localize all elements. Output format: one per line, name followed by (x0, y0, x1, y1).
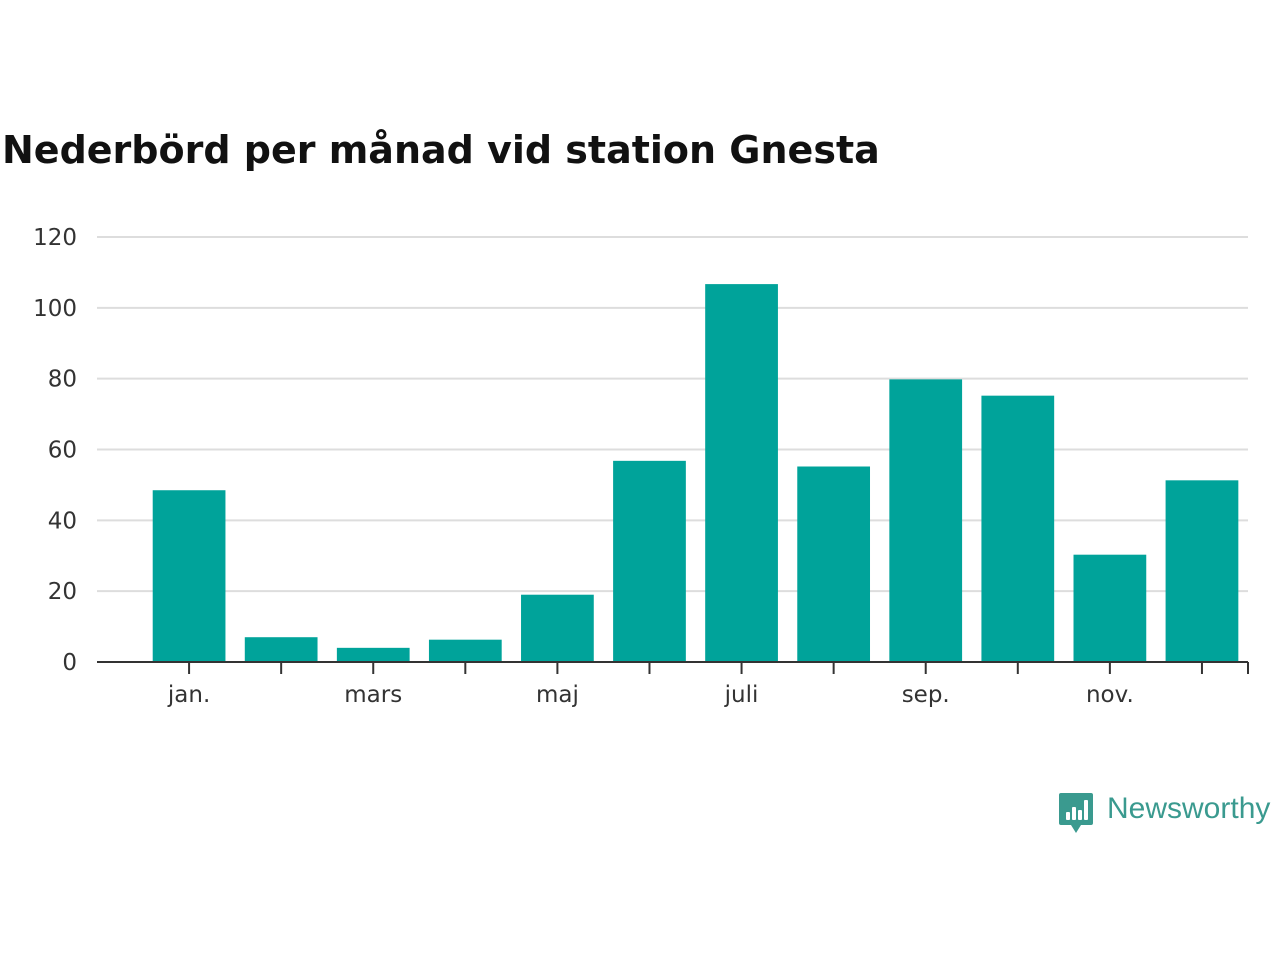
bar-okt (981, 395, 1055, 662)
bar-juli (705, 284, 778, 662)
y-tick-label: 40 (48, 508, 77, 534)
x-tick-label: sep. (902, 682, 950, 708)
bar-nov (1073, 554, 1147, 662)
x-tick-label: nov. (1086, 682, 1134, 708)
bars (152, 284, 1239, 662)
x-tick-label: juli (724, 682, 759, 708)
bar-jan (152, 490, 226, 662)
y-tick-label: 20 (48, 579, 77, 605)
bar-apr (428, 639, 502, 662)
newsworthy-logo: Newsworthy (1058, 791, 1270, 835)
x-axis-ticks: jan. mars maj juli sep. nov. (167, 662, 1249, 708)
bar-sep (889, 379, 963, 662)
y-axis-ticks: 0 20 40 60 80 100 120 (33, 225, 77, 676)
bar-mars (336, 647, 410, 662)
newsworthy-logo-text: Newsworthy (1107, 792, 1271, 825)
x-tick-label: maj (536, 682, 579, 708)
bar-dec (1165, 480, 1239, 662)
bar-feb (244, 637, 318, 662)
bar-juni (613, 460, 686, 662)
bar-maj (521, 594, 594, 662)
chart-title: Nederbörd per månad vid station Gnesta (2, 128, 880, 172)
newsworthy-logo-icon (1059, 793, 1093, 833)
bar-aug (797, 466, 871, 662)
y-tick-label: 0 (62, 650, 77, 676)
x-tick-label: jan. (167, 682, 210, 708)
x-tick-label: mars (344, 682, 402, 708)
y-tick-label: 120 (33, 225, 77, 251)
y-tick-label: 60 (48, 438, 77, 464)
y-tick-label: 80 (48, 367, 77, 393)
y-tick-label: 100 (33, 296, 77, 322)
